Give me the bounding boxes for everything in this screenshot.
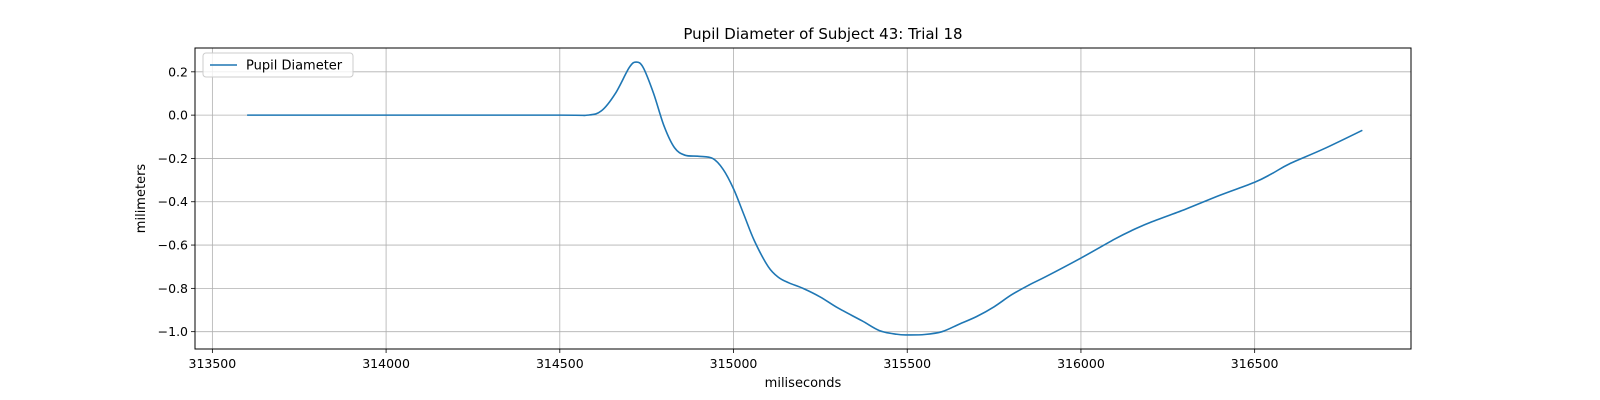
x-tick-label: 314500 [536, 356, 584, 371]
y-axis-label: milimeters [134, 164, 149, 234]
y-tick-label: −0.4 [158, 194, 188, 209]
x-tick-label: 315500 [883, 356, 931, 371]
plot-area-frame [194, 47, 1412, 350]
x-tick-label: 314000 [362, 356, 410, 371]
y-axis-ticks: 0.2 0.0 −0.2 −0.4 −0.6 −0.8 −1.0 [158, 64, 195, 339]
series-line-pupil-diameter [247, 61, 1363, 336]
series-layer [247, 61, 1363, 336]
y-tick-label: −0.2 [158, 151, 188, 166]
legend: Pupil Diameter [202, 52, 354, 78]
grid-lines [195, 48, 1411, 349]
x-tick-label: 316000 [1057, 356, 1105, 371]
x-axis-ticks: 313500 314000 314500 315000 315500 316000 3165… [189, 349, 1279, 371]
y-tick-label: −1.0 [158, 324, 188, 339]
x-axis-label: miliseconds [765, 376, 842, 391]
legend-label-pupil-diameter: Pupil Diameter [246, 59, 343, 74]
x-tick-label: 313500 [189, 356, 237, 371]
x-tick-label: 316500 [1231, 356, 1279, 371]
y-tick-label: −0.8 [158, 281, 188, 296]
chart-title: Pupil Diameter of Subject 43: Trial 18 [683, 25, 962, 43]
y-tick-label: 0.0 [168, 108, 188, 123]
y-tick-label: −0.6 [158, 238, 188, 253]
x-tick-label: 315000 [710, 356, 758, 371]
legend-box [202, 52, 354, 78]
y-tick-label: 0.2 [168, 64, 188, 79]
